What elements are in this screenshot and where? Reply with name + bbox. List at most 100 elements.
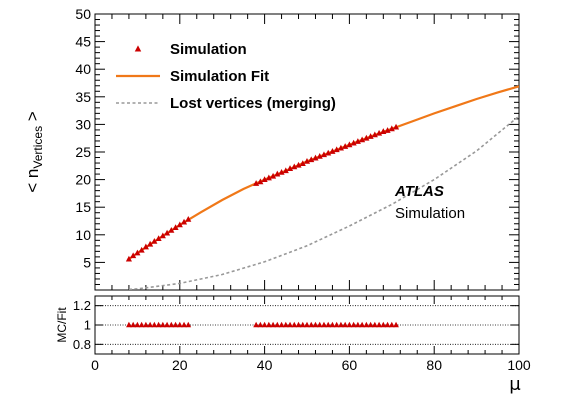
ratio-point [181, 321, 187, 328]
ratio-point [359, 321, 365, 328]
ratio-panel: 0.8 1 1.2 0 20 40 60 80 100 MC/Fit μ [55, 295, 531, 395]
ratio-y-ticks: 0.8 1 1.2 [73, 298, 519, 352]
experiment-status-label: Simulation [395, 205, 465, 222]
ratio-point [265, 321, 272, 328]
ratio-x-tick-label: 20 [172, 357, 188, 373]
series-line-lost-vertices [128, 115, 519, 290]
ratio-point [168, 321, 175, 328]
main-y-tick-label: 30 [75, 116, 91, 132]
ratio-point [388, 321, 395, 328]
ratio-y-tick-label: 0.8 [73, 337, 91, 352]
ratio-point [304, 321, 310, 328]
simulation-point [354, 138, 361, 144]
ratio-point [176, 321, 183, 328]
simulation-point [278, 169, 285, 175]
ratio-point [151, 321, 158, 328]
ratio-point [257, 321, 264, 328]
main-y-tick-label: 40 [75, 61, 91, 77]
simulation-point [270, 172, 277, 179]
simulation-point [367, 133, 374, 139]
main-y-ticks: 5 10 15 20 25 30 35 40 45 50 [75, 6, 520, 290]
legend-entry-simulation-fit: Simulation Fit [116, 68, 269, 85]
main-plot-frame [94, 13, 520, 291]
ratio-series-layer [126, 321, 399, 328]
legend-entry-lost-vertices: Lost vertices (merging) [116, 95, 336, 112]
ratio-point [325, 321, 332, 328]
main-y-tick-label: 35 [75, 89, 91, 105]
ratio-point [312, 321, 319, 328]
ratio-point [333, 321, 340, 328]
ratio-point [363, 321, 370, 328]
main-y-axis-label-end: > [23, 111, 42, 126]
simulation-point [151, 238, 158, 244]
simulation-point [164, 229, 171, 236]
ratio-x-tick-label: 40 [257, 357, 273, 373]
main-series-layer [125, 85, 519, 290]
simulation-point [176, 221, 183, 228]
ratio-point [134, 321, 141, 328]
ratio-point [164, 321, 170, 328]
simulation-point [142, 243, 149, 250]
ratio-point [147, 321, 153, 328]
ratio-point [172, 321, 179, 328]
ratio-point [261, 321, 268, 328]
ratio-x-ticks: 0 20 40 60 80 100 [91, 296, 531, 373]
simulation-point [168, 226, 175, 233]
simulation-point [274, 170, 281, 177]
ratio-point [287, 321, 293, 328]
ratio-point [299, 321, 306, 328]
ratio-x-tick-label: 0 [91, 357, 99, 373]
ratio-point [329, 321, 336, 328]
legend-label-simulation: Simulation [170, 41, 247, 58]
legend-marker-triangle-icon [134, 45, 142, 52]
simulation-point [155, 235, 162, 242]
x-axis-label: μ [509, 374, 521, 395]
ratio-point [367, 321, 374, 328]
ratio-y-tick-label: 1.2 [73, 298, 91, 313]
ratio-point [321, 321, 327, 328]
simulation-point [138, 246, 145, 253]
ratio-point [143, 321, 149, 328]
legend: Simulation Simulation Fit Lost vertices … [116, 41, 336, 112]
ratio-point [155, 321, 162, 328]
ratio-point [253, 321, 259, 328]
simulation-point [282, 167, 289, 174]
simulation-point [333, 146, 340, 153]
main-y-tick-label: 15 [75, 199, 91, 215]
simulation-point [299, 160, 306, 166]
ratio-point [278, 321, 285, 328]
simulation-point [359, 136, 366, 143]
simulation-point [388, 125, 395, 132]
simulation-point [261, 176, 268, 182]
series-line-simulation-fit [128, 85, 519, 260]
ratio-point [376, 321, 382, 328]
simulation-point [265, 174, 272, 181]
main-y-tick-label: 25 [75, 144, 91, 160]
simulation-point [291, 163, 298, 170]
ratio-point [159, 321, 166, 328]
main-y-axis-label: < nVertices > [23, 111, 45, 193]
ratio-point [130, 321, 137, 328]
simulation-point [180, 218, 188, 225]
legend-entry-simulation: Simulation [134, 41, 247, 58]
legend-label-lost-vertices: Lost vertices (merging) [170, 95, 336, 112]
simulation-point [130, 252, 137, 259]
ratio-point [350, 321, 357, 328]
ratio-point [371, 321, 378, 328]
simulation-point [320, 151, 328, 158]
simulation-point [286, 165, 294, 171]
simulation-point [350, 139, 357, 146]
ratio-x-tick-label: 60 [342, 357, 358, 373]
simulation-point [295, 161, 302, 168]
main-y-axis-label-main: < n [23, 169, 42, 193]
ratio-point [393, 321, 399, 328]
main-y-tick-label: 5 [83, 254, 91, 270]
ratio-point [291, 321, 298, 328]
simulation-point [308, 156, 315, 163]
simulation-point [384, 127, 391, 133]
ratio-point [346, 321, 353, 328]
main-panel: 5 10 15 20 25 30 35 40 45 50 Simulation Simulatio… [23, 6, 520, 291]
simulation-point [363, 134, 370, 141]
ratio-point [338, 321, 344, 328]
ratio-y-axis-label: MC/Fit [55, 307, 69, 343]
